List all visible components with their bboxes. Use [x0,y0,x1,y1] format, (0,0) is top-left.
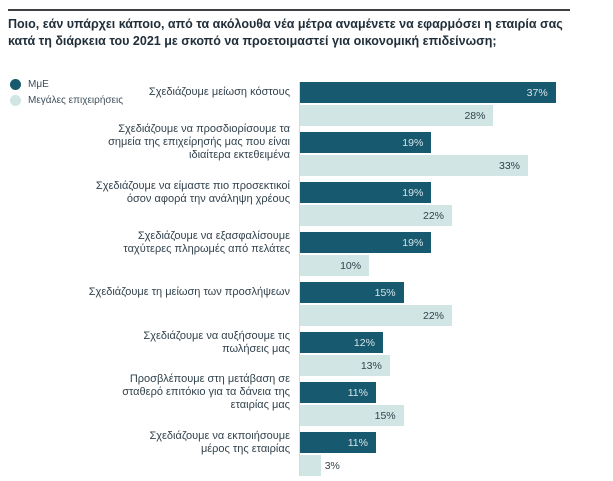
category-label-text: Σχεδιάζουμε τη μείωση των προσλήψεων [88,286,290,298]
chart-row: Σχεδιάζουμε να αυξήσουμε τις πωλήσεις μα… [0,329,613,376]
bar-pair: 19% 10% [300,232,432,276]
bar-pair: 37% 28% [300,82,556,126]
legend-label-sme: ΜμΕ [28,79,49,90]
legend-item-sme: ΜμΕ [10,79,123,90]
category-label-text: Σχεδιάζουμε να εξασφαλίσουμε ταχύτερες π… [123,229,290,255]
category-label: Προσβλέπουμε στη μετάβαση σε σταθερό επι… [0,373,290,411]
bar-value-label: 19% [402,136,424,149]
category-label: Σχεδιάζουμε να αυξήσουμε τις πωλήσεις μα… [0,329,290,355]
legend-item-large: Μεγάλες επιχειρήσεις [10,95,123,106]
bar-value-label: 3% [324,459,340,472]
bar-value-label: 33% [499,159,521,172]
bar-sme: 37% [300,82,556,103]
bar-pair: 19% 22% [300,182,453,226]
title-rule [8,9,570,11]
bar-value-label: 28% [464,109,486,122]
bar-pair: 19% 33% [300,132,529,176]
bar-value-label: 22% [423,209,445,222]
bar-large: 22% [300,305,453,326]
category-label: Σχεδιάζουμε τη μείωση των προσλήψεων [0,282,290,303]
bar-value-label: 37% [526,86,548,99]
category-label: Σχεδιάζουμε να προσδιορίσουμε τα σημεία … [0,123,290,161]
axis-line [299,82,300,476]
category-label-text: Σχεδιάζουμε να αυξήσουμε τις πωλήσεις μα… [143,329,290,355]
bar-sme: 19% [300,232,432,253]
bar-large: 3% [300,455,340,476]
bar-value-label: 11% [347,436,368,449]
chart-row: Σχεδιάζουμε να προσδιορίσουμε τα σημεία … [0,123,613,176]
category-label: Σχεδιάζουμε να εκποιήσουμε μέρος της ετα… [0,429,290,455]
bar-value-label: 19% [402,186,424,199]
chart-title: Ποιο, εάν υπάρχει κάποιο, από τα ακόλουθ… [8,17,563,48]
bar-sme: 12% [300,332,383,353]
legend-swatch-large-icon [10,95,21,106]
category-label: Σχεδιάζουμε να είμαστε πιο προσεκτικοί ό… [0,179,290,205]
category-label-text: Προσβλέπουμε στη μετάβαση σε σταθερό επι… [122,373,290,411]
bar-large: 13% [300,355,390,376]
chart-row: Σχεδιάζουμε να εξασφαλίσουμε ταχύτερες π… [0,229,613,276]
bar-value-label: 10% [340,259,362,272]
bar-large: 10% [300,255,370,276]
category-label-text: Σχεδιάζουμε μείωση κόστους [148,86,290,98]
category-label: Σχεδιάζουμε μείωση κόστους [0,82,290,103]
bar-value-label: 13% [360,359,382,372]
bar-pair: 11% 3% [300,432,376,476]
chart-row: Προσβλέπουμε στη μετάβαση σε σταθερό επι… [0,373,613,426]
bar-sme: 15% [300,282,404,303]
bar-value-label: 19% [402,236,424,249]
category-label-text: Σχεδιάζουμε να προσδιορίσουμε τα σημεία … [108,123,290,161]
bar-large: 22% [300,205,453,226]
bar-sme: 11% [300,432,376,453]
legend-label-large: Μεγάλες επιχειρήσεις [28,95,124,106]
bar-value-label: 12% [353,336,375,349]
bar-pair: 11% 15% [300,382,404,426]
bar-value-label: 22% [423,309,445,322]
legend-swatch-sme-icon [10,79,21,90]
legend: ΜμΕ Μεγάλες επιχειρήσεις [10,79,123,106]
category-label-text: Σχεδιάζουμε να εκποιήσουμε μέρος της ετα… [149,429,290,455]
chart-row: Σχεδιάζουμε μείωση κόστους 37% 28% [0,82,613,126]
category-label: Σχεδιάζουμε να εξασφαλίσουμε ταχύτερες π… [0,229,290,255]
bar-value-label: 15% [374,409,396,422]
bar-sme: 19% [300,182,432,203]
bar-large: 33% [300,155,529,176]
bar-pair: 12% 13% [300,332,390,376]
bar-value-label: 15% [374,286,396,299]
chart-row: Σχεδιάζουμε τη μείωση των προσλήψεων 15% 2… [0,282,613,326]
bar-large: 15% [300,405,404,426]
chart-row: Σχεδιάζουμε να είμαστε πιο προσεκτικοί ό… [0,179,613,226]
category-label-text: Σχεδιάζουμε να είμαστε πιο προσεκτικοί ό… [95,179,290,205]
chart-row: Σχεδιάζουμε να εκποιήσουμε μέρος της ετα… [0,429,613,476]
bar-pair: 15% 22% [300,282,453,326]
bar-chart: Σχεδιάζουμε μείωση κόστους 37% 28% Σχεδιάζο… [0,82,613,476]
bar-value-label: 11% [347,386,368,399]
bar-large: 28% [300,105,494,126]
bar-sme: 11% [300,382,376,403]
bar-sme: 19% [300,132,432,153]
